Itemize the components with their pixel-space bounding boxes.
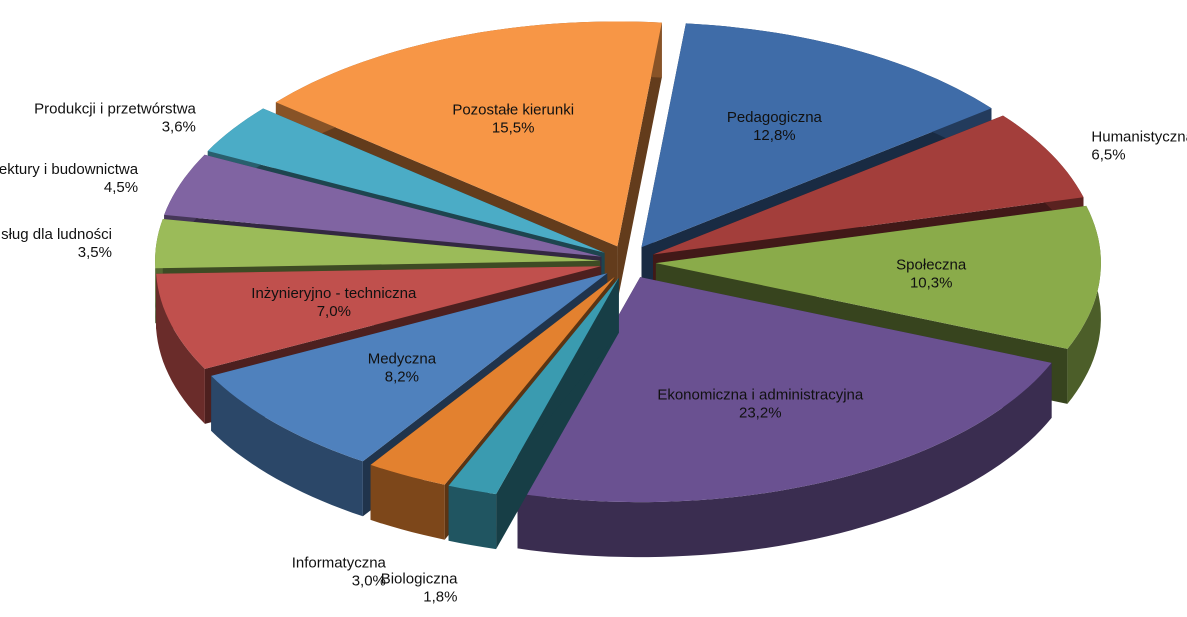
label-name: Pedagogiczna xyxy=(727,109,823,126)
label-name: Inżynieryjno - techniczna xyxy=(251,285,417,302)
slice-wall xyxy=(156,273,205,424)
label-value: 4,5% xyxy=(104,179,138,196)
label-value: 12,8% xyxy=(753,127,796,144)
slice-label: Informatyczna 3,0% xyxy=(292,555,387,590)
label-value: 8,2% xyxy=(385,368,419,385)
slice-wall xyxy=(370,464,445,540)
label-name: Humanistyczna xyxy=(1091,128,1187,145)
slice-wall xyxy=(517,362,1052,558)
slice-top xyxy=(653,115,1084,255)
label-name: Biologiczna xyxy=(381,571,458,588)
label-value: 15,5% xyxy=(492,119,535,136)
slice-wall xyxy=(211,375,363,517)
label-name: Produkcji i przetwórstwa xyxy=(34,101,196,118)
slice-top xyxy=(156,266,601,369)
label-value: 3,0% xyxy=(352,573,386,590)
label-value: 1,8% xyxy=(423,589,457,606)
slice-label: Biologiczna 1,8% xyxy=(381,571,458,606)
slice-label: Ekonomiczna i administracyjna 23,2% xyxy=(657,387,864,422)
label-name: Informatyczna xyxy=(292,555,387,572)
label-name: Medyczna xyxy=(368,350,437,367)
label-name: Pozostałe kierunki xyxy=(452,101,574,118)
label-name: Społeczna xyxy=(896,256,967,273)
slice-top xyxy=(211,273,608,462)
slice-label: Inżynieryjno - techniczna 7,0% xyxy=(251,285,417,320)
slice-label: Społeczna 10,3% xyxy=(896,256,967,291)
slice-top xyxy=(155,219,601,269)
slice-label: Medyczna 8,2% xyxy=(368,350,437,385)
slice-top xyxy=(164,154,602,257)
slice-label: Pedagogiczna 12,8% xyxy=(727,109,823,144)
label-value: 6,5% xyxy=(1091,146,1125,163)
slice-top xyxy=(207,108,605,253)
slice-top xyxy=(275,21,662,247)
slice-label: Produkcji i przetwórstwa 3,6% xyxy=(34,101,196,136)
slice-label: Humanistyczna 6,5% xyxy=(1091,128,1187,163)
label-name: Usług dla ludności xyxy=(0,226,112,243)
label-value: 10,3% xyxy=(910,274,953,291)
slice-label: Pozostałe kierunki 15,5% xyxy=(452,101,574,136)
label-name: Architektury i budownictwa xyxy=(0,161,139,178)
label-value: 3,5% xyxy=(78,244,112,261)
slice-top xyxy=(655,205,1101,349)
slice-top xyxy=(641,23,992,248)
label-value: 3,6% xyxy=(162,119,196,136)
label-value: 7,0% xyxy=(317,303,351,320)
slice-top xyxy=(448,277,619,495)
label-name: Ekonomiczna i administracyjna xyxy=(657,387,864,404)
slice-top xyxy=(517,277,1052,503)
slice-wall xyxy=(448,485,497,550)
label-value: 23,2% xyxy=(739,405,782,422)
slice xyxy=(448,277,619,550)
slice-label: Usług dla ludności 3,5% xyxy=(0,226,112,261)
slice-top xyxy=(370,276,615,485)
slice-side xyxy=(617,22,662,302)
